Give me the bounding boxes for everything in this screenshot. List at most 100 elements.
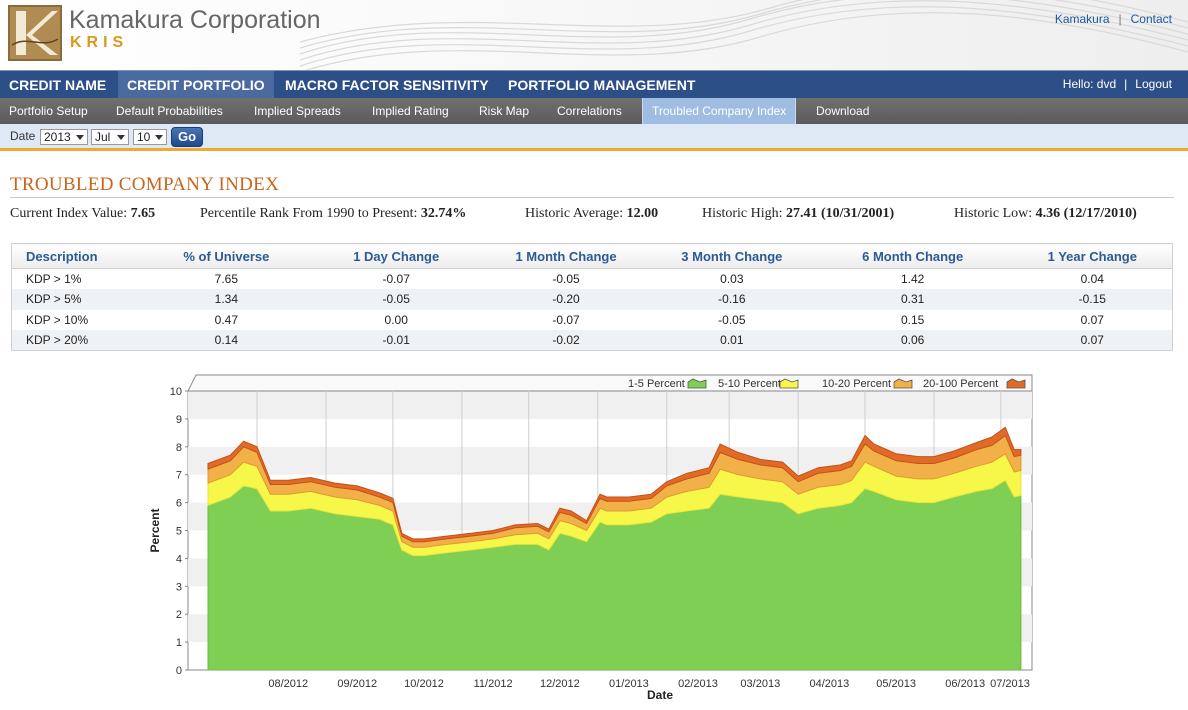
- y-tick-label: 7: [176, 470, 182, 482]
- stat-label: Historic High:: [702, 206, 783, 221]
- x-tick-label: 03/2013: [740, 678, 780, 690]
- stat-current-index: Current Index Value: 7.65: [10, 206, 155, 222]
- legend-label: 5-10 Percent: [718, 378, 781, 390]
- month-select[interactable]: Jul: [91, 129, 129, 145]
- index-change-table: Description % of Universe 1 Day Change 1…: [11, 243, 1173, 351]
- date-selector-bar: Date 2013 Jul 10 Go: [0, 124, 1188, 151]
- x-tick-label: 10/2012: [404, 678, 444, 690]
- brand-product: KRIS: [70, 34, 129, 51]
- table-cell: -0.05: [718, 312, 746, 327]
- legend-label: 10-20 Percent: [822, 378, 891, 390]
- column-header: 3 Month Change: [650, 243, 813, 269]
- table-row: KDP > 1% 7.65 -0.07 -0.05 0.03 1.42 0.04: [12, 269, 1173, 290]
- x-axis-title: Date: [647, 688, 673, 702]
- x-tick-label: 02/2013: [678, 678, 718, 690]
- stat-value: 12.00: [626, 206, 659, 221]
- table-cell: KDP > 1%: [26, 272, 82, 286]
- stat-value: 27.41 (10/31/2001): [786, 206, 895, 221]
- table-cell: 0.31: [812, 289, 1013, 310]
- column-header: 6 Month Change: [812, 243, 1013, 269]
- legend-swatch: [687, 378, 707, 389]
- stat-historic-average: Historic Average: 12.00: [525, 206, 658, 222]
- nav-credit-portfolio[interactable]: CREDIT PORTFOLIO: [118, 71, 274, 98]
- x-tick-label: 01/2013: [609, 678, 649, 690]
- table-row: KDP > 20% 0.14 -0.01 -0.02 0.01 0.06 0.0…: [11, 330, 1173, 351]
- y-axis-title: Percent: [148, 508, 162, 552]
- chevron-down-icon: [155, 135, 163, 140]
- main-nav: CREDIT NAME CREDIT PORTFOLIO MACRO FACTO…: [0, 70, 1188, 98]
- x-tick-label: 08/2012: [268, 678, 308, 690]
- table-cell: KDP > 10%: [26, 312, 89, 327]
- stat-value: 32.74%: [420, 206, 467, 221]
- y-tick-label: 3: [176, 581, 182, 593]
- x-tick-label: 12/2012: [540, 678, 580, 690]
- table-cell: 0.47: [214, 312, 239, 327]
- stat-value: 4.36 (12/17/2010): [1035, 206, 1137, 221]
- tab-download[interactable]: Download: [816, 104, 870, 118]
- x-tick-label: 07/2013: [990, 678, 1030, 690]
- table-cell: 7.65: [214, 272, 239, 286]
- x-tick-label: 05/2013: [876, 678, 916, 690]
- chevron-down-icon: [76, 135, 84, 140]
- column-header: Description: [11, 243, 142, 269]
- tab-implied-spreads[interactable]: Implied Spreads: [254, 104, 341, 118]
- day-select[interactable]: 10: [133, 129, 167, 145]
- tab-default-probabilities[interactable]: Default Probabilities: [116, 104, 223, 118]
- table-cell: -0.07: [382, 272, 410, 286]
- contact-link[interactable]: Contact: [1130, 12, 1172, 26]
- table-cell: 0.14: [141, 330, 312, 351]
- y-tick-label: 0: [176, 665, 182, 677]
- tab-portfolio-setup[interactable]: Portfolio Setup: [9, 104, 88, 118]
- table-cell: 0.06: [812, 330, 1013, 351]
- table-cell: -0.07: [552, 312, 580, 327]
- kamakura-link[interactable]: Kamakura: [1054, 12, 1110, 26]
- legend-strip: [187, 374, 1033, 392]
- chevron-down-icon: [117, 135, 125, 140]
- stat-historic-high: Historic High: 27.41 (10/31/2001): [702, 206, 894, 222]
- tab-troubled-company-index[interactable]: Troubled Company Index: [642, 98, 797, 124]
- sub-nav: Portfolio Setup Default Probabilities Im…: [0, 98, 1188, 124]
- troubled-company-index-chart: 0 1 2 3 4 5 6 7 8 9 10 08/2012 09/2012 10/2012 11/2012…: [148, 374, 1033, 702]
- table-cell: 0.00: [384, 312, 408, 327]
- nav-credit-name[interactable]: CREDIT NAME: [9, 77, 107, 93]
- title-divider: [10, 197, 1174, 198]
- legend-label: 1-5 Percent: [628, 378, 685, 390]
- year-select[interactable]: 2013: [40, 129, 88, 145]
- table-cell: -0.20: [481, 289, 651, 310]
- top-links: Kamakura | Contact: [1055, 12, 1172, 26]
- stat-value: 7.65: [130, 206, 156, 221]
- column-header: % of Universe: [141, 243, 312, 269]
- day-value: 10: [137, 130, 151, 144]
- y-tick-label: 2: [176, 609, 182, 621]
- month-value: Jul: [95, 130, 111, 144]
- tab-risk-map[interactable]: Risk Map: [479, 104, 530, 118]
- legend-swatch: [1006, 378, 1026, 389]
- area-20-100-percent: [207, 426, 1022, 543]
- link-separator: |: [1118, 12, 1122, 26]
- y-tick-label: 10: [170, 386, 182, 398]
- table-cell: KDP > 5%: [11, 289, 142, 310]
- logout-link[interactable]: Logout: [1135, 77, 1172, 91]
- y-tick-label: 9: [176, 414, 182, 426]
- user-greeting: Hello: dvd: [1062, 77, 1117, 91]
- table-cell: -0.01: [311, 330, 482, 351]
- date-label: Date: [10, 129, 36, 143]
- nav-portfolio-management[interactable]: PORTFOLIO MANAGEMENT: [508, 77, 696, 93]
- table-row: KDP > 10% 0.47 0.00 -0.07 -0.05 0.15 0.0…: [12, 310, 1173, 331]
- legend-swatch: [779, 378, 799, 389]
- table-header-row: Description % of Universe 1 Day Change 1…: [11, 243, 1173, 269]
- user-area: Hello: dvd | Logout: [1063, 71, 1172, 98]
- stat-label: Percentile Rank From 1990 to Present:: [200, 206, 418, 221]
- tab-correlations[interactable]: Correlations: [557, 104, 622, 118]
- go-button[interactable]: Go: [171, 127, 203, 147]
- legend-swatch: [893, 378, 913, 389]
- x-tick-label: 09/2012: [337, 678, 377, 690]
- grid-band: [188, 391, 1032, 419]
- stat-label: Current Index Value:: [10, 206, 128, 221]
- tab-implied-rating[interactable]: Implied Rating: [372, 104, 449, 118]
- column-header: 1 Day Change: [311, 243, 482, 269]
- table-cell: 0.01: [650, 330, 813, 351]
- y-tick-label: 5: [176, 526, 182, 538]
- table-cell: 0.04: [1080, 272, 1104, 286]
- nav-macro-factor-sensitivity[interactable]: MACRO FACTOR SENSITIVITY: [285, 77, 489, 93]
